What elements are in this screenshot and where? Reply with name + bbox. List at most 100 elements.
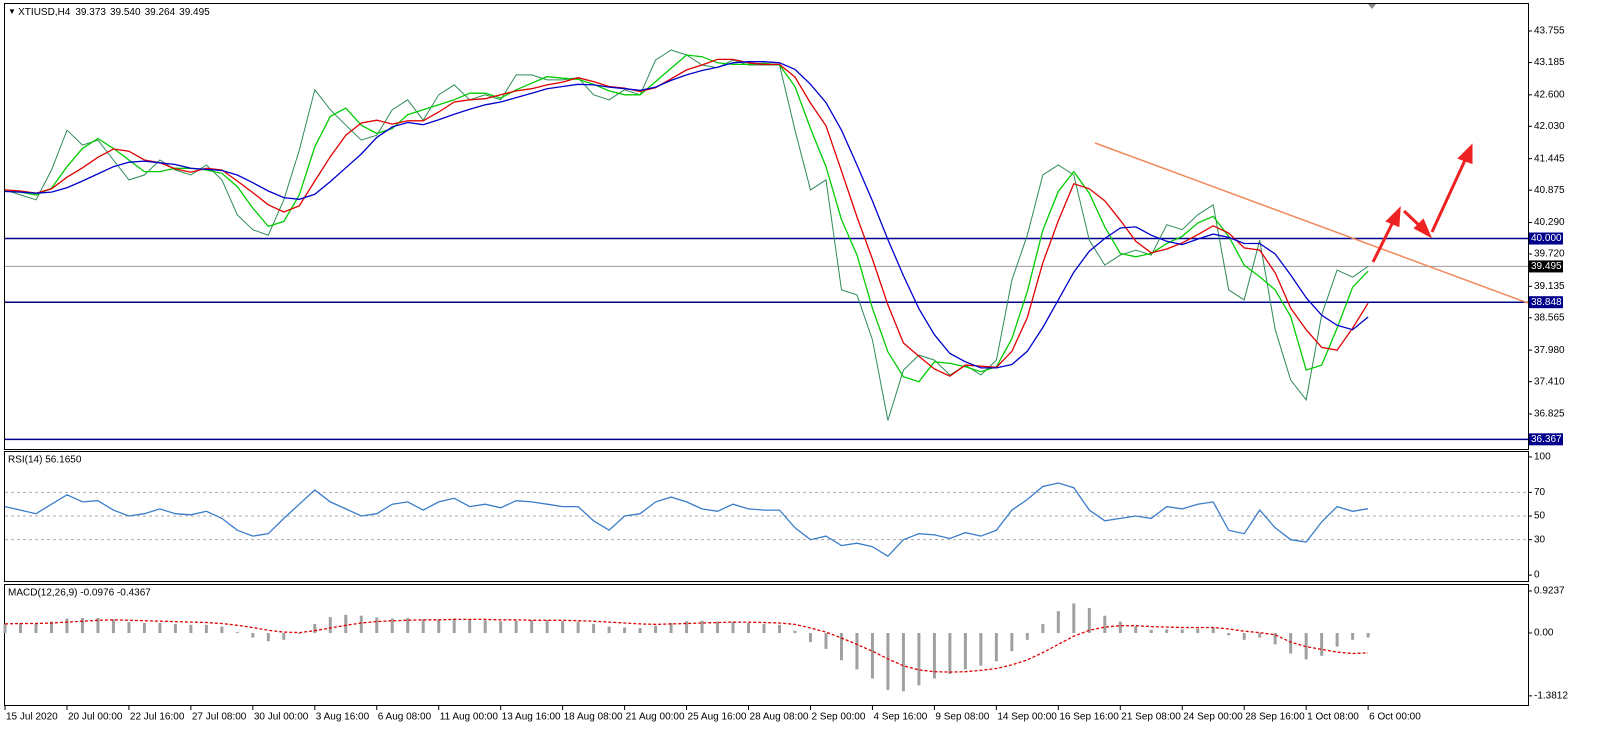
histogram-bar [870,633,874,679]
y-tick-label: 0 [1534,570,1540,581]
histogram-bar [716,621,720,634]
histogram-bar [18,622,22,634]
trend-line [1094,142,1529,304]
histogram-bar [220,626,224,634]
histogram-bar [979,633,983,666]
x-tick-label: 20 Jul 00:00 [68,712,123,723]
shift-marker [1368,4,1376,9]
y-tick-label: 39.135 [1534,281,1565,292]
x-tick-label: 24 Sep 00:00 [1183,712,1243,723]
histogram-bar [963,633,967,670]
histogram-bar [344,614,348,634]
histogram-bar [638,628,642,634]
level-label-box [1529,232,1563,245]
histogram-bar [994,633,998,662]
histogram-bar [235,632,239,634]
histogram-bar [96,617,100,634]
close: 39.495 [179,7,210,18]
histogram-bar [514,620,518,634]
histogram-bar [886,633,890,690]
histogram-bar [1273,633,1277,645]
histogram-bar [1165,629,1169,634]
histogram-bar [839,633,843,661]
x-tick-label: 9 Sep 08:00 [935,712,989,723]
histogram-bar [1149,629,1153,634]
histogram-bar [1320,633,1324,656]
histogram-bar [1211,627,1215,634]
x-tick-label: 16 Sep 16:00 [1059,712,1119,723]
y-tick-label: 38.565 [1534,312,1565,323]
histogram-bar [592,623,596,634]
y-tick-label: 41.445 [1534,153,1565,164]
x-tick-label: 2 Sep 00:00 [811,712,865,723]
x-tick-label: 25 Aug 16:00 [688,712,747,723]
x-tick-label: 28 Aug 08:00 [750,712,809,723]
histogram-bar [111,619,115,634]
histogram-bar [34,623,38,634]
series-line [4,482,1369,558]
x-tick-label: 4 Sep 16:00 [873,712,927,723]
histogram-bar [49,621,53,634]
level-label: 40.000 [1531,233,1562,244]
y-tick-label: 37.410 [1534,376,1565,387]
x-tick-label: 6 Oct 00:00 [1369,712,1421,723]
histogram-bar [545,620,549,634]
histogram-bar [917,633,921,686]
histogram-bar [1335,633,1339,647]
histogram-bar [313,623,317,634]
x-tick-label: 30 Jul 00:00 [254,712,309,723]
arrow [1430,157,1468,233]
y-tick-label: 30 [1534,534,1546,545]
histogram-bar [948,633,952,674]
histogram-bar [1227,633,1231,636]
histogram-bar [1118,621,1122,634]
x-tick-label: 21 Sep 08:00 [1121,712,1181,723]
level-label-box [1529,296,1563,309]
x-tick-label: 28 Sep 16:00 [1245,712,1305,723]
panel-title: RSI(14) 56.1650 [8,455,82,466]
y-tick-label: 0.9237 [1534,586,1565,597]
histogram-bar [266,633,270,642]
histogram-bar [607,626,611,634]
y-tick-label: 50 [1534,511,1546,522]
symbol: XTIUSD,H4 [18,7,71,18]
histogram-bar [1289,633,1293,654]
x-tick-label: 13 Aug 16:00 [502,712,561,723]
histogram-bar [1180,629,1184,634]
arrow-head [1457,143,1473,165]
open: 39.373 [75,7,106,18]
arrow-head [1385,206,1401,228]
level-label: 39.495 [1531,261,1562,272]
histogram-bar [1010,633,1014,652]
y-tick-label: 42.600 [1534,89,1565,100]
histogram-bar [1103,615,1107,634]
level-label: 36.367 [1531,434,1562,445]
level-label-box [1529,433,1563,446]
arrow-head [1413,218,1433,239]
histogram-bar [173,623,177,634]
histogram-bar [468,619,472,634]
histogram-bar [824,633,828,649]
x-tick-label: 22 Jul 16:00 [130,712,185,723]
level-label: 38.848 [1531,297,1562,308]
histogram-bar [251,633,255,638]
histogram-bar [406,617,410,634]
macd-panel [4,584,1529,706]
histogram-bar [1366,633,1370,638]
histogram-bar [1134,626,1138,634]
series-line [4,58,1369,377]
x-tick-label: 14 Sep 00:00 [997,712,1057,723]
y-tick-label: 70 [1534,487,1546,498]
arrow [1371,219,1396,263]
x-tick-label: 1 Oct 08:00 [1307,712,1359,723]
histogram-bar [778,624,781,634]
histogram-bar [793,630,797,634]
histogram-bar [390,618,394,634]
histogram-bar [452,618,456,634]
histogram-bar [127,622,131,634]
y-tick-label: 36.825 [1534,409,1565,420]
x-tick-label: 27 Jul 08:00 [192,712,247,723]
series-line [4,61,1369,369]
x-tick-label: 21 Aug 00:00 [626,712,685,723]
y-tick-label: 42.030 [1534,121,1565,132]
